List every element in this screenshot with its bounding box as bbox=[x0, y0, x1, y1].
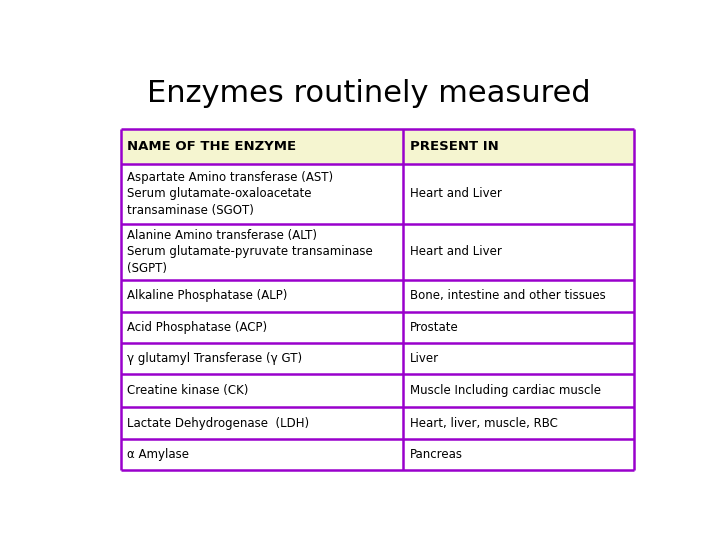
Text: Heart, liver, muscle, RBC: Heart, liver, muscle, RBC bbox=[410, 416, 557, 429]
Text: Prostate: Prostate bbox=[410, 321, 459, 334]
Text: α Amylase: α Amylase bbox=[127, 448, 189, 461]
Text: γ glutamyl Transferase (γ GT): γ glutamyl Transferase (γ GT) bbox=[127, 352, 302, 365]
Text: PRESENT IN: PRESENT IN bbox=[410, 140, 498, 153]
Text: Alkaline Phosphatase (ALP): Alkaline Phosphatase (ALP) bbox=[127, 289, 288, 302]
Text: Aspartate Amino transferase (AST)
Serum glutamate-oxaloacetate
transaminase (SGO: Aspartate Amino transferase (AST) Serum … bbox=[127, 171, 333, 217]
Text: Heart and Liver: Heart and Liver bbox=[410, 245, 502, 258]
Text: Acid Phosphatase (ACP): Acid Phosphatase (ACP) bbox=[127, 321, 268, 334]
Text: Creatine kinase (CK): Creatine kinase (CK) bbox=[127, 384, 249, 397]
Text: Heart and Liver: Heart and Liver bbox=[410, 187, 502, 200]
Text: Enzymes routinely measured: Enzymes routinely measured bbox=[147, 79, 591, 109]
Text: NAME OF THE ENZYME: NAME OF THE ENZYME bbox=[127, 140, 297, 153]
Text: Pancreas: Pancreas bbox=[410, 448, 463, 461]
Text: Liver: Liver bbox=[410, 352, 439, 365]
Text: Alanine Amino transferase (ALT)
Serum glutamate-pyruvate transaminase
(SGPT): Alanine Amino transferase (ALT) Serum gl… bbox=[127, 228, 373, 274]
Text: Bone, intestine and other tissues: Bone, intestine and other tissues bbox=[410, 289, 606, 302]
Bar bbox=[121, 129, 634, 164]
Text: Muscle Including cardiac muscle: Muscle Including cardiac muscle bbox=[410, 384, 600, 397]
Text: Lactate Dehydrogenase  (LDH): Lactate Dehydrogenase (LDH) bbox=[127, 416, 310, 429]
